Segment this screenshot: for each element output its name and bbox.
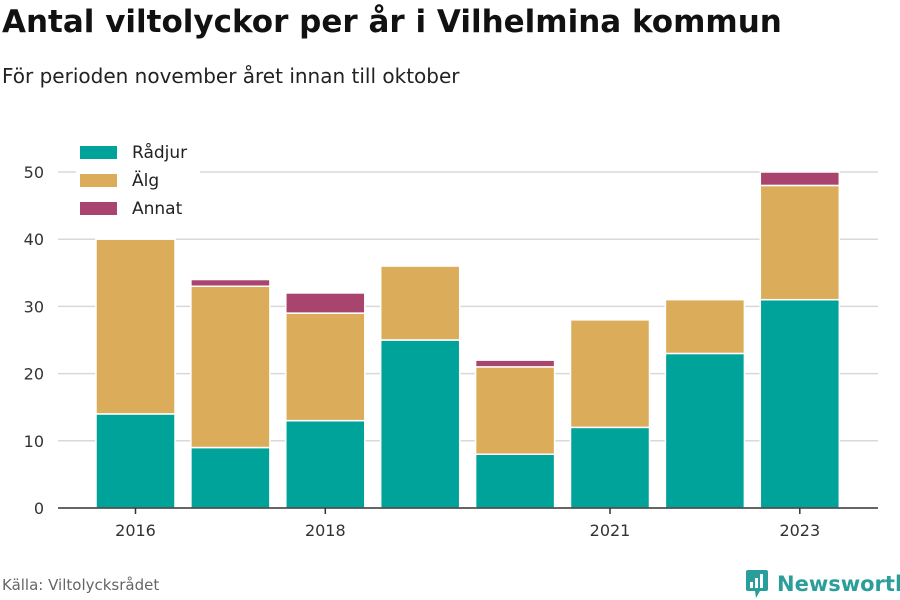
y-tick-label: 40 [24, 230, 44, 249]
y-tick-label: 50 [24, 163, 44, 182]
legend-swatch-älg [80, 174, 117, 187]
y-tick-label: 10 [24, 432, 44, 451]
legend-swatch-rådjur [80, 146, 117, 159]
x-tick-label: 2023 [779, 521, 820, 540]
bar-segment-annat-2017[interactable] [190, 278, 271, 287]
brand-logo[interactable]: Newsworthy [744, 568, 900, 600]
bar-segment-rådjur-2018[interactable] [285, 419, 366, 509]
x-tick-label: 2018 [305, 521, 346, 540]
bars [95, 171, 841, 509]
legend-label: Annat [132, 199, 183, 219]
y-tick-label: 20 [24, 365, 44, 384]
y-tick-label: 30 [24, 297, 44, 316]
bar-segment-älg-2018[interactable] [285, 312, 366, 422]
chart-title: Antal viltolyckor per år i Vilhelmina ko… [2, 4, 782, 40]
legend-label: Älg [132, 170, 159, 191]
bar-segment-älg-2020[interactable] [474, 366, 556, 455]
brand-name: Newsworthy [777, 572, 900, 596]
y-tick-labels: 0 10 20 30 40 50 [24, 163, 44, 518]
bar-segment-annat-2023[interactable] [759, 171, 841, 187]
bar-segment-älg-2023[interactable] [759, 184, 841, 301]
x-tick-label: 2021 [590, 521, 631, 540]
bar-segment-älg-2016[interactable] [95, 238, 176, 415]
bar-segment-rådjur-2019[interactable] [379, 339, 461, 509]
bar-segment-rådjur-2017[interactable] [190, 446, 271, 509]
bar-segment-rådjur-2021[interactable] [569, 426, 651, 509]
bar-segment-rådjur-2016[interactable] [95, 413, 176, 509]
x-tick-label: 2016 [115, 521, 156, 540]
legend: Rådjur Älg Annat [76, 138, 200, 224]
bar-segment-älg-2021[interactable] [569, 319, 651, 429]
source-note: Källa: Viltolycksrådet [2, 576, 160, 594]
x-tick-labels: 2016 2018 2021 2023 [115, 508, 820, 540]
bar-segment-älg-2017[interactable] [190, 285, 271, 449]
bar-segment-rådjur-2023[interactable] [759, 298, 841, 509]
bar-segment-annat-2018[interactable] [285, 292, 366, 314]
y-tick-label: 0 [34, 499, 44, 518]
legend-label: Rådjur [132, 142, 187, 163]
bar-segment-älg-2019[interactable] [379, 265, 461, 341]
legend-swatch-annat [80, 202, 117, 215]
chart-subtitle: För perioden november året innan till ok… [2, 64, 460, 88]
bar-segment-annat-2020[interactable] [474, 359, 556, 368]
bar-segment-älg-2022[interactable] [664, 298, 746, 355]
bar-segment-rådjur-2022[interactable] [664, 352, 746, 509]
bar-segment-rådjur-2020[interactable] [474, 453, 556, 509]
newsworthy-logo-icon [746, 570, 768, 598]
